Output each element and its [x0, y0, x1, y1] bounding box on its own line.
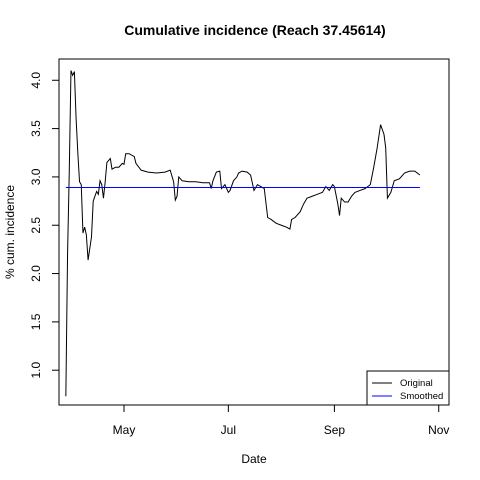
x-tick-label: Nov [428, 423, 449, 437]
chart-title: Cumulative incidence (Reach 37.45614) [124, 22, 385, 38]
series-layer [65, 70, 421, 397]
y-tick-label: 3.0 [29, 168, 43, 185]
y-tick-label: 3.5 [29, 120, 43, 137]
y-tick-label: 4.0 [29, 72, 43, 89]
legend-label-smoothed: Smoothed [400, 391, 443, 402]
x-axis-label: Date [241, 452, 267, 466]
x-tick-label: Jul [221, 423, 236, 437]
x-axis: May Jul Sep Nov [113, 404, 449, 437]
y-tick-label: 2.0 [29, 265, 43, 282]
legend-label-original: Original [400, 378, 433, 389]
x-tick-label: May [113, 423, 136, 437]
y-tick-label: 2.5 [29, 217, 43, 234]
plot-frame [58, 58, 450, 406]
legend: Original Smoothed [366, 370, 450, 406]
series-line-original [65, 70, 421, 397]
x-tick-label: Sep [324, 423, 346, 437]
legend-box [366, 370, 450, 406]
y-tick-label: 1.0 [29, 362, 43, 379]
y-tick-label: 1.5 [29, 313, 43, 330]
y-axis: 1.0 1.5 2.0 2.5 3.0 3.5 4.0 [29, 72, 60, 379]
y-axis-label: % cum. incidence [3, 185, 17, 279]
